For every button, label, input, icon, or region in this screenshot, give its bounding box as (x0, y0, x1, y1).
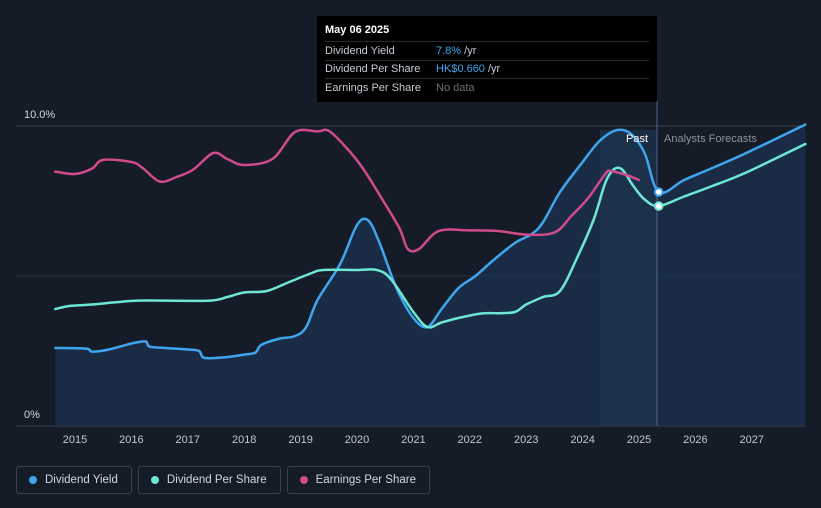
legend-label: Dividend Yield (45, 474, 118, 486)
legend: Dividend Yield Dividend Per Share Earnin… (16, 466, 430, 494)
tooltip-value-number: 7.8% (436, 44, 462, 57)
series-line-dividend-yield (54, 123, 807, 360)
x-tick-label: 2019 (288, 434, 312, 446)
series-line-earnings-per-share (54, 128, 641, 253)
series-line-dividend-per-share (54, 142, 807, 329)
tooltip-value: No data (436, 81, 475, 94)
legend-dot-icon (150, 476, 159, 484)
tooltip-date: May 06 2025 (325, 24, 390, 36)
x-tick-label: 2018 (232, 434, 256, 446)
tooltip-value-number: HK$0.660 (436, 63, 485, 76)
marker-dividend-yield[interactable] (653, 187, 664, 197)
y-tick-top: 10.0% (24, 109, 55, 121)
x-tick-label: 2016 (119, 434, 143, 446)
x-tick-label: 2017 (176, 434, 200, 446)
legend-item-dividend-per-share[interactable]: Dividend Per Share (137, 466, 281, 494)
tooltip: May 06 2025 Dividend Yield 7.8% /yr Divi… (317, 16, 657, 102)
x-tick-label: 2024 (570, 434, 594, 446)
tooltip-label: Dividend Yield (325, 44, 395, 57)
tooltip-label: Earnings Per Share (325, 81, 421, 94)
legend-label: Earnings Per Share (315, 474, 416, 486)
past-label: Past (626, 133, 648, 145)
legend-label: Dividend Per Share (166, 474, 267, 486)
tooltip-value: HK$0.660 /yr (436, 63, 500, 75)
x-tick-label: 2026 (683, 434, 707, 446)
legend-item-earnings-per-share[interactable]: Earnings Per Share (286, 466, 430, 494)
x-tick-label: 2022 (458, 434, 482, 446)
legend-item-dividend-yield[interactable]: Dividend Yield (16, 466, 132, 494)
x-tick-label: 2023 (514, 434, 538, 446)
x-tick-label: 2027 (740, 434, 764, 446)
tooltip-row-dividend-yield: Dividend Yield 7.8% /yr (325, 41, 649, 60)
marker-dividend-per-share[interactable] (653, 201, 664, 211)
tooltip-row-dividend-per-share: Dividend Per Share HK$0.660 /yr (325, 59, 649, 79)
x-tick-label: 2020 (345, 434, 369, 446)
forecast-label: Analysts Forecasts (664, 133, 757, 145)
tooltip-value: 7.8% /yr (436, 45, 476, 57)
tooltip-label: Dividend Per Share (325, 63, 421, 76)
legend-dot-icon (299, 476, 308, 484)
tooltip-value-unit: /yr (461, 44, 477, 57)
legend-dot-icon (29, 476, 37, 484)
series-area-dividend-yield (55, 124, 806, 426)
x-tick-label: 2021 (401, 434, 425, 446)
tooltip-value-unit: /yr (484, 63, 501, 76)
x-tick-label: 2015 (63, 434, 87, 446)
x-tick-label: 2025 (627, 434, 651, 446)
tooltip-row-earnings-per-share: Earnings Per Share No data (325, 78, 649, 97)
y-tick-bottom: 0% (24, 409, 40, 421)
